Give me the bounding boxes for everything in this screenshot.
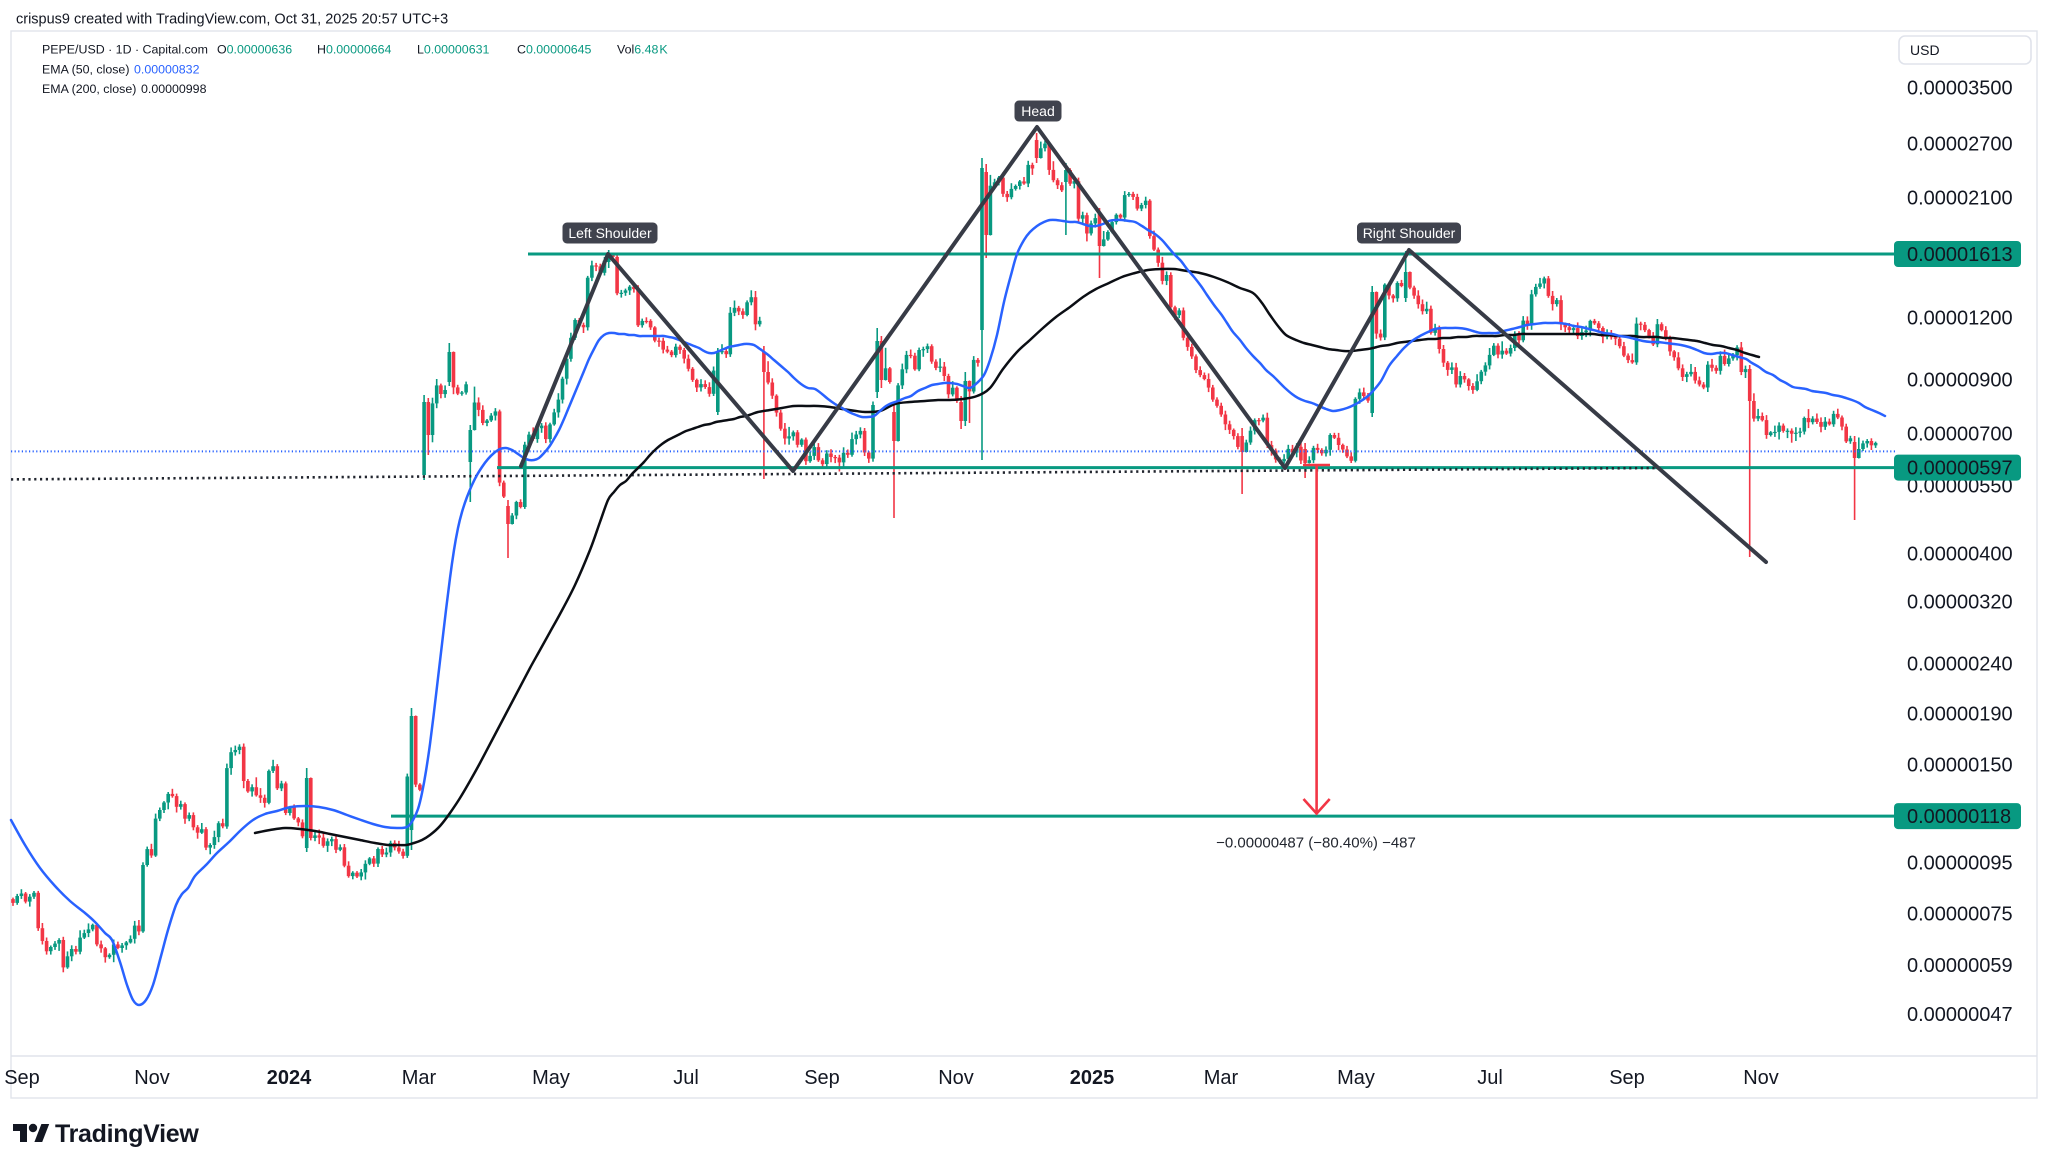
svg-text:Left Shoulder: Left Shoulder (568, 225, 652, 241)
svg-text:TradingView: TradingView (55, 1120, 199, 1148)
svg-text:Nov: Nov (134, 1067, 170, 1089)
svg-text:0.00000240: 0.00000240 (1907, 654, 2013, 676)
svg-text:2024: 2024 (267, 1067, 312, 1089)
svg-text:0.00000075: 0.00000075 (1907, 904, 2013, 926)
svg-text:Nov: Nov (1743, 1067, 1779, 1089)
svg-text:USD: USD (1910, 42, 1940, 58)
svg-text:0.00002100: 0.00002100 (1907, 187, 2013, 209)
svg-text:0.00000190: 0.00000190 (1907, 704, 2013, 726)
svg-text:0.00000320: 0.00000320 (1907, 592, 2013, 614)
svg-text:0.00000597: 0.00000597 (1907, 458, 2013, 480)
svg-text:Mar: Mar (1204, 1067, 1239, 1089)
svg-text:0.00000550: 0.00000550 (1907, 475, 2013, 497)
svg-text:Mar: Mar (402, 1067, 437, 1089)
svg-text:Nov: Nov (938, 1067, 974, 1089)
svg-text:0.00000059: 0.00000059 (1907, 955, 2013, 977)
svg-text:0.00001200: 0.00001200 (1907, 308, 2013, 330)
svg-text:0.00001613: 0.00001613 (1907, 244, 2013, 266)
svg-text:EMA (200, close)0.00000998: EMA (200, close) 0.00000998 (42, 82, 207, 96)
svg-text:May: May (1337, 1067, 1375, 1089)
svg-text:0.00000400: 0.00000400 (1907, 544, 2013, 566)
svg-text:May: May (532, 1067, 570, 1089)
svg-text:0.00000900: 0.00000900 (1907, 369, 2013, 391)
svg-text:0.00000095: 0.00000095 (1907, 853, 2013, 875)
svg-text:0.00000118: 0.00000118 (1907, 806, 2011, 828)
svg-text:−0.00000487 (−80.40%) −487: −0.00000487 (−80.40%) −487 (1216, 835, 1416, 852)
svg-text:Sep: Sep (804, 1067, 840, 1089)
svg-text:0.00000150: 0.00000150 (1907, 755, 2013, 777)
svg-text:2025: 2025 (1070, 1067, 1115, 1089)
svg-text:crispus9 created with TradingV: crispus9 created with TradingView.com, O… (16, 12, 448, 28)
svg-text:EMA (50, close)0.00000832: EMA (50, close) 0.00000832 (42, 63, 200, 77)
svg-text:0.00003500: 0.00003500 (1907, 78, 2013, 100)
svg-text:Jul: Jul (1477, 1067, 1503, 1089)
svg-text:Right Shoulder: Right Shoulder (1363, 225, 1456, 241)
svg-text:0.00002700: 0.00002700 (1907, 133, 2013, 155)
svg-text:Sep: Sep (4, 1067, 40, 1089)
svg-text:0.00000047: 0.00000047 (1907, 1004, 2013, 1026)
svg-text:Sep: Sep (1609, 1067, 1645, 1089)
svg-text:Jul: Jul (673, 1067, 699, 1089)
svg-text:Head: Head (1021, 103, 1054, 119)
svg-text:0.00000700: 0.00000700 (1907, 423, 2013, 445)
